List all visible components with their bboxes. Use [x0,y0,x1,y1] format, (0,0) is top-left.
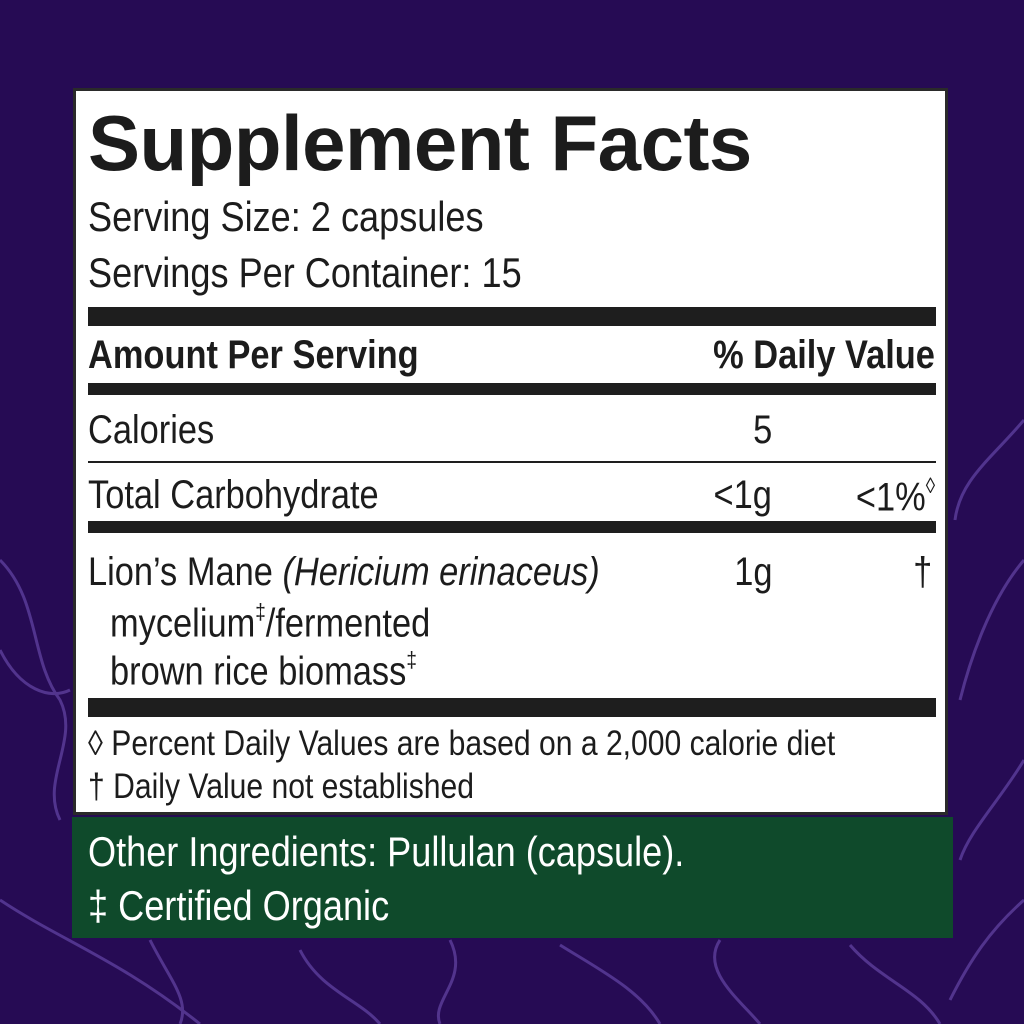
double-dagger-mark: ‡ [255,599,266,624]
page-title: Supplement Facts [88,99,752,187]
footnote-dv-not-established: † Daily Value not established [88,767,474,806]
divider-thin [88,461,936,463]
lions-mane-line2: mycelium‡/fermented [110,601,430,644]
text: mycelium [110,601,256,646]
text: /fermented [265,601,431,646]
servings-per-container: Servings Per Container: 15 [88,249,522,296]
calories-label: Calories [88,408,215,452]
divider-thick [88,698,936,717]
divider-medium [88,383,936,395]
divider-thick [88,307,936,326]
ingredient-name: Lion’s Mane [88,550,273,594]
other-ingredients-box [72,817,953,938]
lions-mane-line3: brown rice biomass‡ [110,649,417,692]
serving-size: Serving Size: 2 capsules [88,193,484,240]
total-carbohydrate-amount: <1g [713,473,772,517]
calories-amount: 5 [752,408,772,452]
text: brown rice biomass [110,649,407,694]
lions-mane-amount: 1g [733,550,772,594]
supplement-facts-panel [73,88,948,815]
certified-organic-note: ‡ Certified Organic [88,882,390,929]
header-amount-per-serving: Amount Per Serving [88,333,419,377]
lions-mane-dv: † [912,550,932,594]
diamond-mark: ◊ [925,473,935,498]
double-dagger-mark: ‡ [406,647,417,672]
lions-mane-label: Lion’s Mane (Hericium erinaceus) [88,552,600,592]
footnote-daily-values: ◊ Percent Daily Values are based on a 2,… [88,724,836,763]
dv-value: <1% [855,475,926,520]
other-ingredients: Other Ingredients: Pullulan (capsule). [88,828,685,875]
total-carbohydrate-label: Total Carbohydrate [88,473,379,517]
total-carbohydrate-dv: <1%◊ [856,475,935,518]
header-daily-value: % Daily Value [713,333,935,377]
divider-medium [88,521,936,533]
latin-name: (Hericium erinaceus) [282,550,600,594]
